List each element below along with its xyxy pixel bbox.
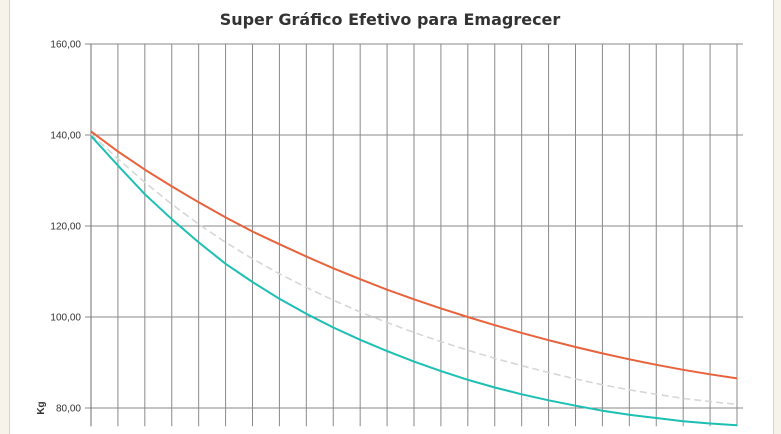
- y-tick-label: 80,00: [56, 404, 81, 415]
- series-line-2: [90, 135, 738, 427]
- series-line-3: [90, 133, 738, 406]
- y-tick-label: 160,00: [50, 40, 81, 51]
- y-tick-label: 120,00: [50, 222, 81, 233]
- y-axis-label: Kg: [36, 401, 47, 414]
- weight-loss-chart: Super Gráfico Efetivo para Emagrecer 160…: [36, 10, 743, 427]
- y-axis: 160,00 140,00 120,00 100,00 80,00: [50, 40, 92, 427]
- chart-frame: Super Gráfico Efetivo para Emagrecer 160…: [9, 0, 774, 434]
- series-line-1: [90, 130, 738, 380]
- grid-lines: [85, 43, 743, 427]
- series-lines: [90, 130, 738, 427]
- chart-title: Super Gráfico Efetivo para Emagrecer: [220, 10, 561, 29]
- y-tick-label: 140,00: [50, 131, 81, 142]
- y-tick-label: 100,00: [50, 313, 81, 324]
